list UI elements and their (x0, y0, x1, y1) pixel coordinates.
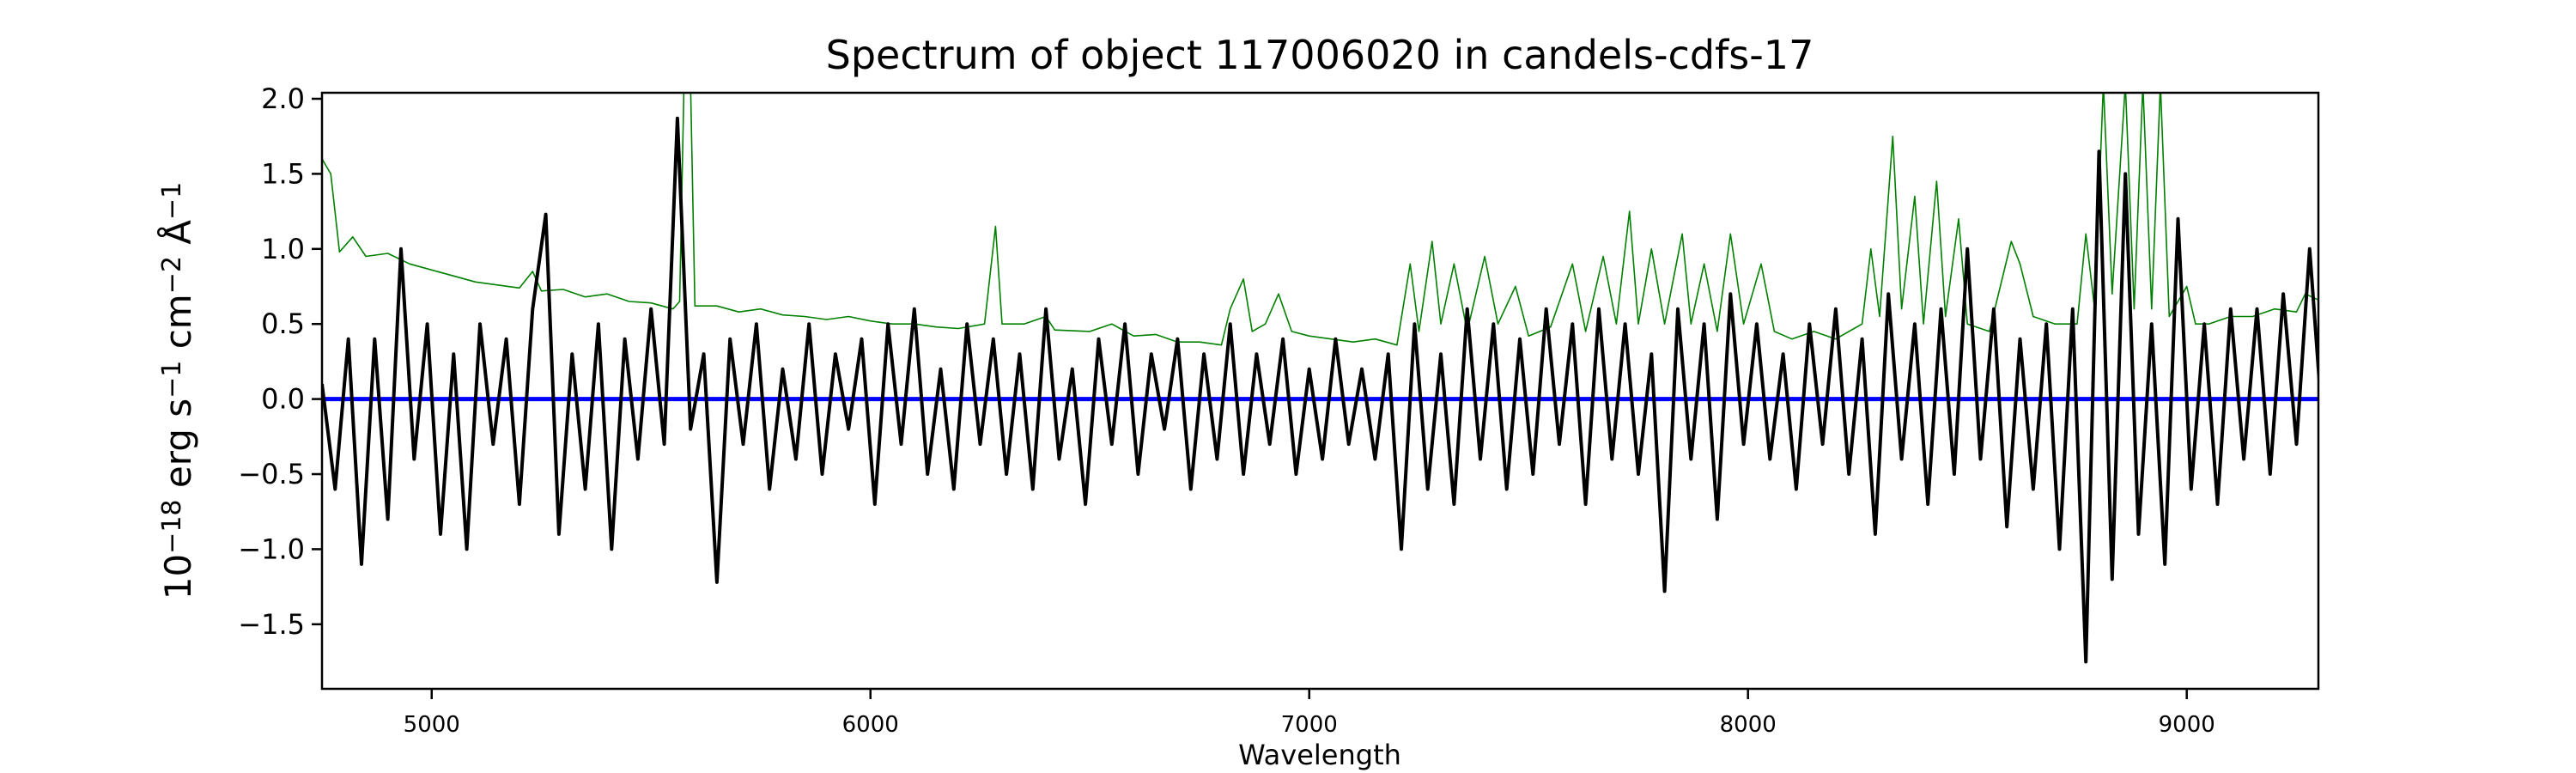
y-label-exponent: −1 (157, 361, 187, 399)
series-layer (322, 93, 2318, 664)
x-tick-label: 6000 (842, 712, 899, 738)
y-tick-label: 1.0 (261, 233, 305, 265)
x-axis-label: Wavelength (1238, 739, 1401, 771)
y-label-text: Å (156, 220, 199, 256)
y-label-exponent: −1 (157, 182, 187, 220)
series-line-flux (322, 116, 2318, 664)
y-label-text: cm (157, 294, 199, 360)
x-axis: 5000 6000 7000 8000 9000 (404, 689, 2215, 738)
y-tick-label: −1.0 (238, 533, 305, 565)
y-axis-label: 10−18 erg s−1 cm−2 Å−1 (156, 182, 199, 600)
y-label-exponent: −18 (157, 500, 187, 554)
x-tick-label: 7000 (1281, 712, 1338, 738)
x-tick-label: 5000 (404, 712, 460, 738)
y-tick-label: −0.5 (238, 458, 305, 490)
y-tick-label: 0.0 (261, 383, 305, 416)
chart-title: Spectrum of object 117006020 in candels-… (826, 32, 1814, 78)
y-tick-label: 0.5 (261, 307, 305, 340)
y-tick-label: 2.0 (261, 82, 305, 115)
y-tick-label: −1.5 (238, 608, 305, 641)
y-axis: 2.0 1.5 1.0 0.5 0.0 −0.5 −1.0 −1.5 (238, 82, 322, 641)
y-label-exponent: −2 (157, 256, 187, 294)
y-tick-label: 1.5 (261, 157, 305, 190)
x-tick-label: 9000 (2159, 712, 2215, 738)
series-line-contamination (322, 93, 2318, 346)
y-label-text: erg s (157, 399, 199, 500)
y-label-text: 10 (157, 554, 199, 600)
x-tick-label: 8000 (1720, 712, 1777, 738)
plot-frame (320, 91, 2320, 691)
